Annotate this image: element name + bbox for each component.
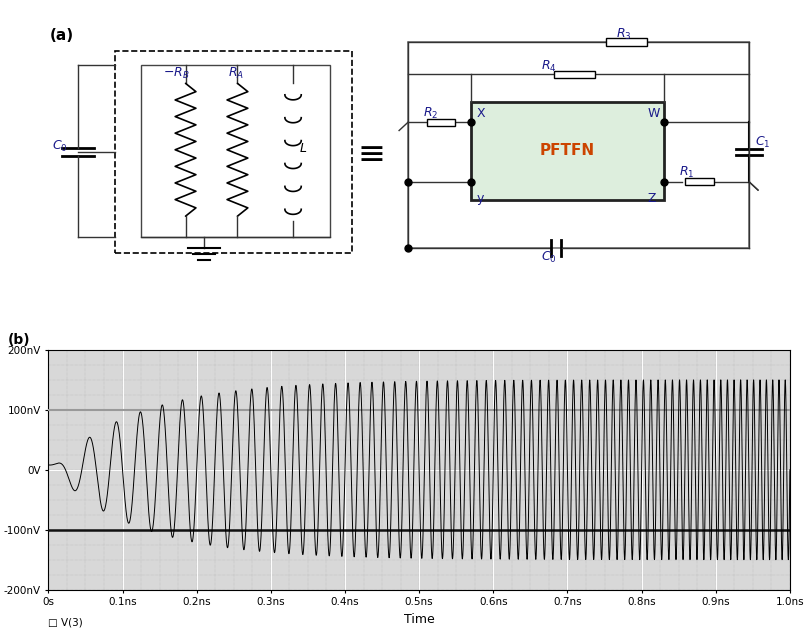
Text: $R_A$: $R_A$ [228,65,244,81]
Text: $R_1$: $R_1$ [679,165,694,180]
Text: □ V(3): □ V(3) [48,617,83,628]
Text: W: W [647,107,660,120]
Text: $L$: $L$ [299,142,307,155]
Bar [141,65,330,237]
Text: (a): (a) [50,28,74,44]
Text: $R_2$: $R_2$ [423,106,438,121]
X-axis label: Time: Time [404,613,434,626]
Text: $-R_B$: $-R_B$ [164,65,190,81]
Text: $C_0$: $C_0$ [541,250,557,265]
Text: X: X [477,107,485,120]
Text: $R_4$: $R_4$ [542,58,557,74]
Text: $C_1$: $C_1$ [755,135,771,151]
Text: Z: Z [647,192,656,205]
Bar [555,71,595,78]
Text: $C_0$: $C_0$ [52,138,68,154]
Text: $R_3$: $R_3$ [616,26,631,42]
Bar [685,178,713,185]
Bar [471,102,664,200]
Bar [115,51,352,253]
Text: y: y [477,192,484,205]
Bar [606,38,647,46]
Bar [427,119,455,126]
Text: (b): (b) [7,333,30,347]
Text: PFTFN: PFTFN [540,144,595,158]
Bar [408,42,749,248]
Text: $\equiv$: $\equiv$ [351,135,384,169]
